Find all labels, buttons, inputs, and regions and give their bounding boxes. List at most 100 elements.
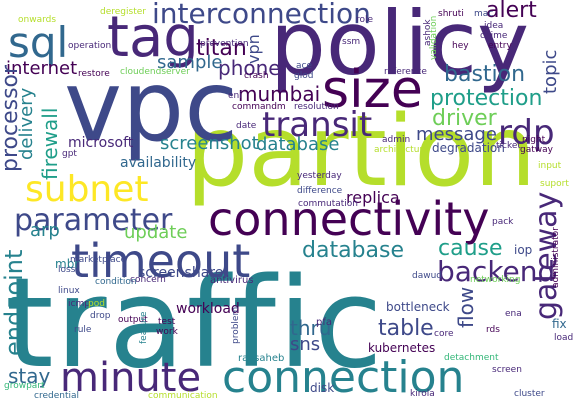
word-screenshot: screenshot: [160, 133, 259, 154]
word-workload: workload: [176, 301, 240, 317]
word-gatway: gatway: [520, 145, 553, 155]
word-kirola: kirola: [410, 389, 435, 399]
word-entry: entry: [488, 41, 512, 51]
word-minute: minute: [60, 355, 202, 401]
word-suport: suport: [540, 179, 569, 189]
word-marketplace: marketplace: [70, 255, 127, 265]
word-idea: idea: [484, 21, 504, 31]
word-microsoft: microsoft: [68, 135, 134, 151]
word-work: work: [156, 327, 178, 337]
word-problem: problem: [231, 306, 241, 344]
word-sample: sample: [157, 52, 223, 73]
word-rds: rds: [486, 325, 500, 335]
word-night: night: [522, 135, 546, 145]
word-hey: hey: [452, 41, 469, 51]
word-flow: flow: [454, 286, 478, 328]
word-ticket: ticket: [496, 141, 521, 151]
word-prevention: prevention: [200, 39, 249, 49]
word-availability: availability: [120, 155, 197, 171]
word-subnet: subnet: [25, 169, 149, 210]
word-discussion: database: [302, 238, 404, 263]
word-cloudendserver: cloudendserver: [120, 67, 190, 77]
word-pod: pod: [88, 299, 105, 309]
word-internet: internet: [6, 58, 78, 79]
word-ena: ena: [505, 309, 522, 319]
word-partion: partion: [186, 95, 537, 209]
word-phone: phone: [218, 56, 281, 80]
word-ssm: ssm: [342, 37, 361, 47]
word-core: core: [434, 329, 454, 339]
word-mac: mac: [474, 9, 494, 19]
word-arp: arp: [30, 220, 60, 241]
word-dawud: dawud: [412, 271, 443, 281]
word-screen: screen: [492, 365, 522, 375]
word-timeout: timeout: [71, 234, 251, 288]
word-onwards: onwards: [18, 15, 57, 25]
word-table: table: [378, 316, 434, 341]
word-input: input: [538, 161, 562, 171]
word-operation: operation: [68, 41, 112, 51]
word-crash: crash: [244, 71, 269, 81]
word-ace: ace: [296, 61, 313, 71]
word-admin: admin: [382, 135, 411, 145]
word-architecture: architecture: [374, 145, 429, 155]
word-parameter: parameter: [14, 203, 173, 238]
word-delivery: delivery: [16, 87, 37, 160]
word-date: date: [236, 121, 257, 131]
word-cluster: cluster: [514, 389, 545, 399]
word-communication: communication: [148, 391, 218, 401]
word-vpc: vpc: [64, 50, 239, 164]
word-stay: stay: [8, 364, 51, 388]
word-titan: titan: [196, 36, 247, 61]
word-load: load: [554, 333, 574, 343]
word-connectivity: connectivity: [208, 192, 490, 246]
word-screenshare: screenshare: [138, 265, 224, 281]
word-replica: replica: [346, 188, 400, 207]
word-credential: credential: [34, 391, 79, 401]
word-resolution: resolution: [294, 102, 339, 112]
word-rdp: rdp: [498, 113, 555, 153]
word-firewall: firewall: [38, 107, 62, 180]
word-alert: alert: [486, 0, 537, 23]
word-fix: fix: [552, 317, 567, 331]
word-protection: protection: [430, 86, 543, 111]
word-commutation: commutation: [298, 199, 358, 209]
word-yesterday: yesterday: [297, 171, 342, 181]
word-validation: validation: [429, 15, 439, 60]
word-driver: driver: [432, 106, 497, 131]
word-size: size: [322, 60, 423, 120]
word-sql: sql: [8, 18, 69, 67]
word-deregister: deregister: [100, 7, 146, 17]
word-pfa: pfa: [316, 317, 332, 328]
word-policy: policy: [270, 0, 530, 95]
word-message: message: [416, 124, 497, 145]
word-kubernetes: kubernetes: [368, 341, 436, 355]
word-shruti: shruti: [438, 9, 464, 19]
word-update: update: [124, 222, 188, 243]
word-degradation: degradation: [432, 141, 505, 155]
word-ravsaheb: ravsaheb: [238, 353, 285, 364]
word-disk: disk: [310, 381, 335, 395]
word-chime: chime: [480, 31, 508, 41]
word-pack: pack: [492, 217, 514, 227]
word-icmp: icmp: [68, 299, 90, 309]
word-loss: loss: [58, 265, 76, 275]
word-iop: iop: [514, 243, 533, 257]
word-difference: difference: [297, 186, 343, 196]
word-database: database: [256, 134, 340, 155]
word-mumbai: mumbai: [238, 82, 321, 106]
word-gpt: gpt: [62, 149, 77, 159]
word-condition: condition: [95, 277, 137, 287]
word-growpart: growpart: [4, 381, 45, 391]
word-drop: drop: [90, 311, 111, 321]
word-bastion: bastion: [444, 62, 526, 87]
word-glod: glod: [294, 71, 314, 81]
word-bottleneck: bottleneck: [386, 300, 450, 314]
word-vpn: vpn: [244, 34, 263, 64]
word-interconnection: interconnection: [152, 0, 371, 30]
word-reference: reference: [384, 67, 427, 77]
word-mbr: mbr: [55, 257, 80, 271]
word-commandm: commandm: [232, 102, 286, 112]
word-networking: networking: [470, 275, 521, 285]
